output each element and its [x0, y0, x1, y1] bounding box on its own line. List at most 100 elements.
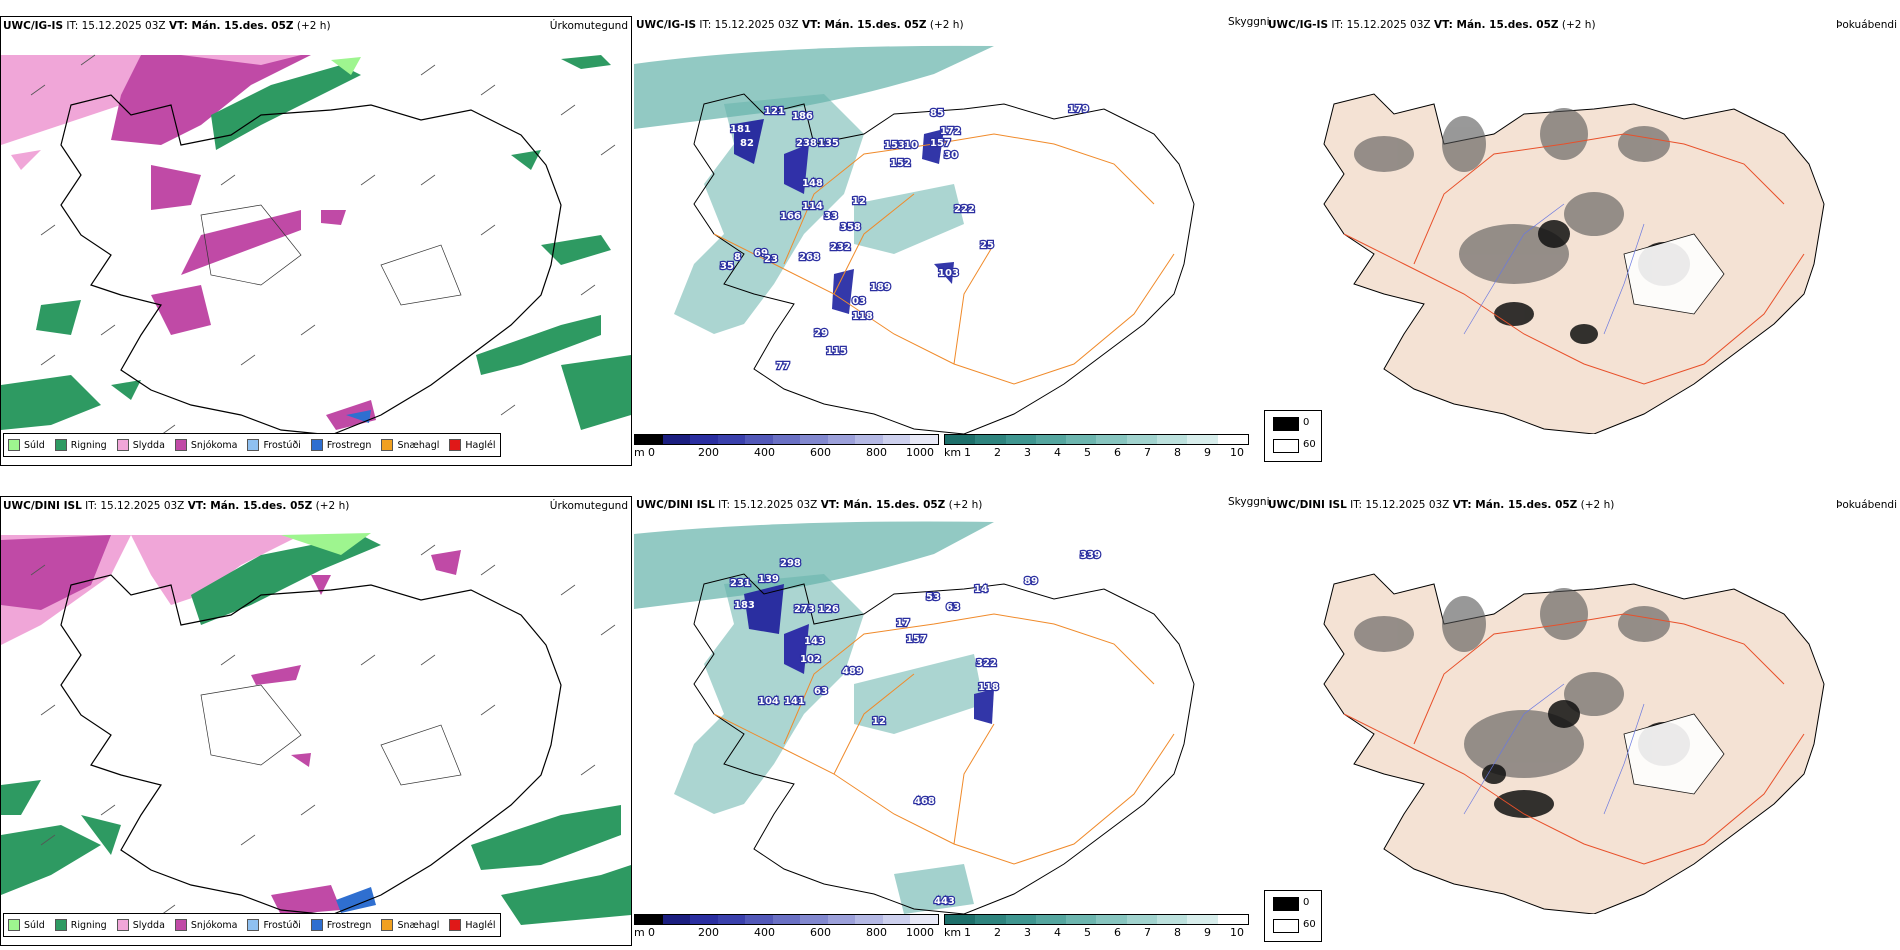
ceiling-value: 222: [954, 204, 975, 215]
colorbar-unit: km: [944, 926, 962, 939]
legend-swatch: [8, 919, 20, 931]
colorbar-tick: 2: [994, 446, 1001, 459]
fog-indicator-panel-top: UWC/IG-IS IT: 15.12.2025 03Z VT: Mán. 15…: [1264, 16, 1900, 466]
legend-item: Rigning: [54, 919, 107, 931]
legend-label: Snjókoma: [190, 919, 238, 931]
fog-legend-swatch-light: [1273, 919, 1299, 933]
panel-header: UWC/IG-IS IT: 15.12.2025 03Z VT: Mán. 15…: [3, 20, 331, 32]
ceiling-value: 139: [758, 574, 779, 585]
precip-type-legend: Súld Rigning Slydda Snjókoma Frostúði Fr…: [3, 913, 501, 937]
visibility-colorbar-ticks: km 1 2 3 4 5 6 7 8 9 10: [944, 445, 1249, 459]
colorbar-unit: m: [634, 926, 645, 939]
ceiling-value: 443: [934, 896, 955, 907]
colorbar-tick: 4: [1054, 926, 1061, 939]
fog-indicator-map: [1323, 93, 1825, 434]
ceiling-value: 104: [758, 696, 779, 707]
panel-label: Úrkomutegund: [549, 20, 628, 32]
ceiling-value: 153: [884, 140, 905, 151]
colorbar-tick: 7: [1144, 446, 1151, 459]
ceiling-visibility-map: 121 186 181 238 135 82 148 114 12 166 33…: [634, 45, 1195, 434]
ceiling-value: 143: [804, 636, 825, 647]
ceiling-value: 358: [840, 222, 861, 233]
ceiling-value: 17: [896, 618, 910, 629]
legend-label: Frostúði: [263, 439, 301, 451]
ceiling-value: 172: [940, 126, 961, 137]
colorbar-tick: 5: [1084, 446, 1091, 459]
ceiling-value: 141: [784, 696, 805, 707]
ceiling-value: 102: [800, 654, 821, 665]
legend-swatch: [449, 919, 462, 931]
ceiling-value: 118: [978, 682, 999, 693]
ceiling-colorbar: m 0 200 400 600 800 1000: [634, 434, 939, 460]
ceiling-value: 12: [872, 716, 886, 727]
ceiling-colorbar: m 0 200 400 600 800 1000: [634, 914, 939, 940]
ceiling-value: 231: [730, 578, 751, 589]
legend-label: Frostregn: [326, 439, 372, 451]
fog-legend-high: 60: [1303, 439, 1316, 450]
legend-label: Súld: [24, 919, 45, 931]
ceiling-visibility-map: 298 139 231 183 273 126 143 102 63 104 1…: [634, 521, 1195, 914]
legend-label: Rigning: [70, 919, 107, 931]
colorbar-tick: 3: [1024, 446, 1031, 459]
legend-item: Snjókoma: [174, 919, 238, 931]
legend-label: Frostúði: [263, 919, 301, 931]
ceiling-value: 126: [818, 604, 839, 615]
ceiling-value: 339: [1080, 550, 1101, 561]
ceiling-value: 77: [776, 361, 790, 372]
colorbar-unit: m: [634, 446, 645, 459]
colorbar-tick: 400: [754, 446, 775, 459]
ceiling-value: 468: [914, 796, 935, 807]
legend-swatch: [310, 919, 323, 931]
fog-legend-top: 0 60: [1264, 410, 1322, 462]
colorbar-tick: 600: [810, 926, 831, 939]
legend-item: Súld: [8, 919, 45, 931]
colorbar-tick: 800: [866, 446, 887, 459]
ceiling-value: 157: [930, 138, 951, 149]
colorbar-tick: 1000: [906, 926, 934, 939]
colorbar-tick: 9: [1204, 926, 1211, 939]
ceiling-value: 8: [734, 252, 741, 263]
ceiling-value: 166: [780, 211, 801, 222]
legend-swatch: [381, 919, 394, 931]
panel-header: UWC/IG-IS IT: 15.12.2025 03Z VT: Mán. 15…: [1268, 19, 1596, 31]
ceiling-value: 29: [814, 328, 828, 339]
legend-label: Rigning: [70, 439, 107, 451]
ceiling-value: 35: [720, 261, 734, 272]
colorbar-tick: 0: [648, 446, 655, 459]
legend-item: Frostúði: [247, 919, 301, 931]
precip-type-panel-top: UWC/IG-IS IT: 15.12.2025 03Z VT: Mán. 15…: [0, 16, 632, 466]
ceiling-value: 23: [764, 254, 778, 265]
panel-label: Þokuábendi: [1836, 499, 1897, 511]
ceiling-value: 148: [802, 178, 823, 189]
ceiling-visibility-panel-bottom: UWC/DINI ISL IT: 15.12.2025 03Z VT: Mán.…: [634, 496, 1264, 946]
ceiling-value: 33: [824, 211, 838, 222]
colorbar-tick: 200: [698, 446, 719, 459]
ceiling-colorbar-bar: [634, 914, 939, 925]
skyggni-label: Skyggni: [1228, 496, 1270, 508]
legend-swatch: [449, 439, 462, 451]
colorbar-tick: 800: [866, 926, 887, 939]
fog-legend-low: 0: [1303, 897, 1310, 908]
colorbar-tick: 3: [1024, 926, 1031, 939]
visibility-colorbar: km 1 2 3 4 5 6 7 8 9 10: [944, 434, 1249, 460]
ceiling-value: 103: [938, 268, 959, 279]
legend-label: Frostregn: [326, 919, 372, 931]
ceiling-value: 89: [1024, 576, 1038, 587]
precip-type-map: [1, 533, 631, 925]
ceiling-value: 82: [740, 138, 754, 149]
legend-swatch: [247, 439, 260, 451]
colorbar-tick: 5: [1084, 926, 1091, 939]
colorbar-tick: 6: [1114, 926, 1121, 939]
colorbar-tick: 8: [1174, 446, 1181, 459]
ceiling-value: 14: [974, 584, 988, 595]
legend-swatch: [174, 439, 187, 451]
ceiling-value: 232: [830, 242, 851, 253]
ceiling-colorbar-bar: [634, 434, 939, 445]
legend-item: Frostregn: [310, 439, 372, 451]
colorbar-tick: 600: [810, 446, 831, 459]
ceiling-value: 63: [814, 686, 828, 697]
fog-legend-bottom: 0 60: [1264, 890, 1322, 942]
legend-item: Haglél: [449, 439, 496, 451]
ceiling-value: 03: [852, 296, 866, 307]
ceiling-value: 238: [796, 138, 817, 149]
